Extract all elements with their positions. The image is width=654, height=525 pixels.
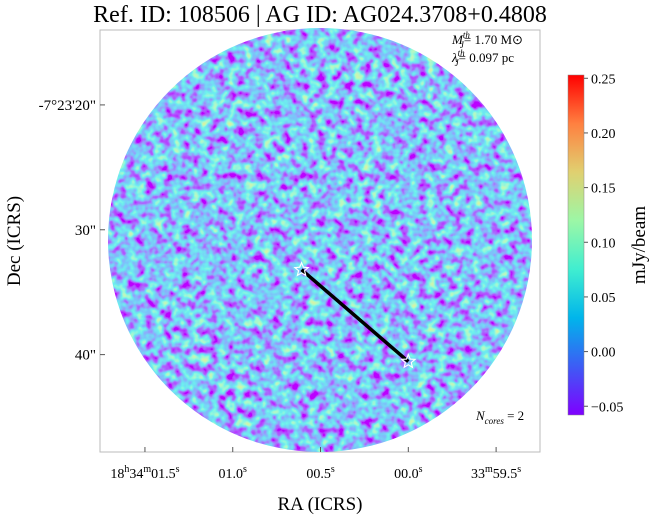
annotation-sub: cores [485, 416, 505, 426]
colorbar-tick-label: −0.05 [591, 400, 623, 415]
y-tick-label: 30" [75, 223, 96, 239]
annotation-text: = 0.097 pc [459, 50, 515, 65]
annotation-sup: th [463, 30, 471, 40]
colorbar-tick-label: 0.05 [591, 291, 616, 306]
colorbar-tick-label: 0.25 [591, 72, 616, 87]
colorbar-tick-label: 0.15 [591, 182, 616, 197]
annotation-symbol: N [475, 408, 486, 423]
annotation-sup: th [458, 48, 466, 58]
x-tick-label: 00.5s [306, 464, 335, 482]
colorbar [567, 74, 585, 416]
annotation: λth J= 0.097 pc [451, 48, 514, 68]
x-tick-label: 33m59.5s [471, 464, 521, 482]
x-axis-label: RA (ICRS) [278, 494, 363, 515]
annotation-sub: J [455, 58, 460, 68]
annotation-symbol: M [451, 32, 464, 47]
annotation-sub: J [460, 40, 465, 50]
annotation-text: = 1.70 M⊙ [464, 32, 523, 47]
x-tick-label: 18h34m01.5s [110, 464, 179, 482]
annotation: Ncores = 2 [475, 408, 524, 426]
intensity-map [108, 28, 532, 452]
x-tick-label: 01.0s [219, 464, 248, 482]
annotation-symbol: λ [451, 50, 458, 65]
colorbar-tick-label: 0.10 [591, 236, 616, 251]
image-map [108, 28, 532, 452]
core-link [300, 268, 410, 363]
chart-title: Ref. ID: 108506 | AG ID: AG024.3708+0.48… [93, 2, 547, 28]
colorbar-tick-label: 0.20 [591, 127, 616, 142]
core-marker [400, 353, 417, 369]
y-tick-label: -7°23'20" [39, 98, 96, 114]
annotation: Mth J= 1.70 M⊙ [451, 30, 523, 50]
x-tick-label: 00.0s [394, 464, 423, 482]
y-tick-label: 40" [75, 348, 96, 364]
core-marker [293, 261, 310, 277]
y-axis-label: Dec (ICRS) [4, 196, 25, 286]
colorbar-tick-label: 0.00 [591, 346, 616, 361]
colorbar-label: mJy/beam [629, 206, 650, 284]
annotation-text: = 2 [504, 408, 524, 423]
